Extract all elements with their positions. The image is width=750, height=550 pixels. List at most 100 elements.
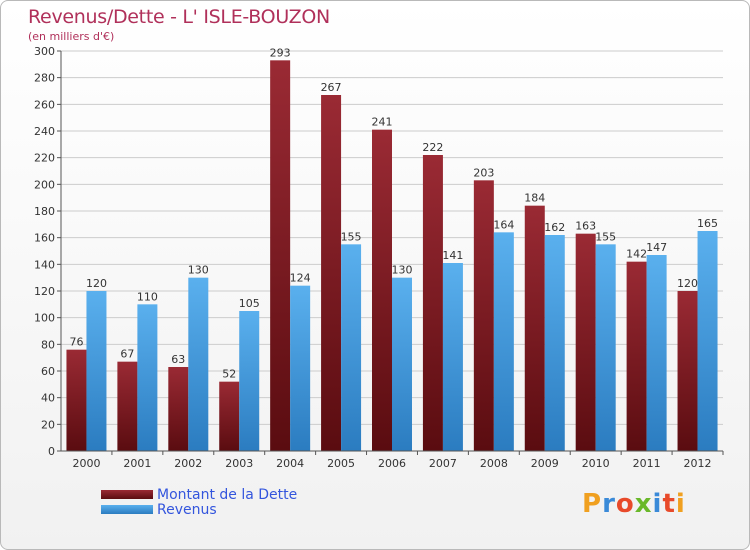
y-tick-label: 140 [34,258,55,271]
x-tick-label: 2001 [123,457,151,470]
y-tick-label: 100 [34,312,55,325]
data-label-dette-2011: 142 [626,248,647,261]
logo-letter: r [602,489,616,519]
data-label-dette-2012: 120 [677,277,698,290]
bar-dette-2003 [219,381,240,451]
labels-layer: 76 120 67 110 63 130 52 105 293 124 267 155 241 130 22… [69,46,718,380]
data-label-revenus-2001: 110 [137,290,158,303]
data-label-revenus-2010: 155 [595,230,616,243]
data-label-revenus-2008: 164 [493,218,514,231]
data-label-dette-2007: 222 [422,141,443,154]
data-label-revenus-2003: 105 [239,297,260,310]
y-tick-label: 260 [34,98,55,111]
bar-dette-2001 [117,361,138,451]
x-tick-label: 2004 [276,457,304,470]
bar-dette-2011 [626,261,647,451]
y-tick-label: 180 [34,205,55,218]
bar-revenus-2012 [697,231,718,451]
data-label-revenus-2005: 155 [341,230,362,243]
bar-revenus-2009 [544,235,565,451]
bar-dette-2005 [321,95,342,451]
bars-layer [66,60,718,452]
bar-dette-2002 [168,367,189,451]
data-label-revenus-2002: 130 [188,264,209,277]
bar-revenus-2008 [493,232,514,451]
y-tick-label: 60 [41,365,55,378]
data-label-dette-2006: 241 [372,116,393,129]
bar-revenus-2007 [442,263,463,451]
data-label-revenus-2004: 124 [290,272,311,285]
x-tick-label: 2011 [633,457,661,470]
x-tick-label: 2005 [327,457,355,470]
data-label-dette-2001: 67 [120,348,134,361]
bar-dette-2009 [524,205,545,451]
chart-subtitle: (en milliers d'€) [28,30,115,43]
bar-revenus-2010 [595,244,616,451]
bar-revenus-2003 [239,311,260,451]
data-label-dette-2005: 267 [321,81,342,94]
bar-dette-2000 [66,349,87,451]
x-tick-label: 2007 [429,457,457,470]
data-label-revenus-2012: 165 [697,217,718,230]
x-tick-label: 2009 [531,457,559,470]
bar-dette-2008 [473,180,494,452]
logo-letter: i [652,489,663,519]
proxiti-logo: Proxiti [582,489,686,519]
y-tick-label: 280 [34,72,55,85]
y-tick-label: 220 [34,152,55,165]
y-tick-label: 0 [48,445,55,458]
data-label-dette-2004: 293 [270,46,291,59]
data-label-revenus-2009: 162 [544,221,565,234]
legend-swatch-dette [101,490,153,499]
chart-title: Revenus/Dette - L' ISLE-BOUZON [28,6,330,28]
legend-label-revenus: Revenus [157,502,217,518]
bar-revenus-2011 [646,255,667,451]
bar-revenus-2005 [341,244,362,451]
bar-revenus-2001 [137,304,158,451]
bar-dette-2007 [422,155,443,451]
bar-revenus-2000 [86,291,107,451]
y-tick-label: 160 [34,232,55,245]
bar-dette-2010 [575,233,596,451]
x-tick-label: 2003 [225,457,253,470]
data-label-revenus-2011: 147 [646,241,667,254]
data-label-dette-2008: 203 [473,166,494,179]
y-tick-label: 300 [34,45,55,58]
y-tick-label: 200 [34,178,55,191]
x-tick-label: 2006 [378,457,406,470]
y-tick-label: 20 [41,418,55,431]
y-tick-label: 40 [41,392,55,405]
data-label-revenus-2000: 120 [86,277,107,290]
bar-dette-2006 [372,129,392,451]
logo-letter: x [634,489,653,519]
x-tick-label: 2012 [684,457,712,470]
y-tick-label: 240 [34,125,55,138]
logo-letter: i [675,489,686,519]
logo-letter: o [615,489,635,519]
logo-letter: P [582,489,603,519]
data-label-dette-2002: 63 [171,353,185,366]
x-tick-label: 2000 [72,457,100,470]
data-label-dette-2010: 163 [575,220,596,233]
bar-revenus-2004 [290,285,311,451]
bar-dette-2012 [677,291,698,451]
axis-layer: 0 20 40 60 80 100 120 140 160 180 200 220 240 260 280 3… [34,45,724,470]
y-tick-label: 80 [41,338,55,351]
data-label-dette-2009: 184 [524,192,545,205]
bar-revenus-2002 [188,277,209,451]
x-tick-label: 2002 [174,457,202,470]
data-label-revenus-2007: 141 [442,249,463,262]
legend-swatch-revenus [101,505,153,514]
x-tick-label: 2008 [480,457,508,470]
y-tick-label: 120 [34,285,55,298]
x-tick-label: 2010 [582,457,610,470]
bar-revenus-2006 [392,277,412,451]
logo-letter: t [662,489,676,519]
data-label-dette-2000: 76 [69,336,83,349]
data-label-revenus-2006: 130 [392,264,413,277]
bar-dette-2004 [270,60,291,451]
data-label-dette-2003: 52 [222,368,236,381]
legend-label-dette: Montant de la Dette [157,487,298,503]
